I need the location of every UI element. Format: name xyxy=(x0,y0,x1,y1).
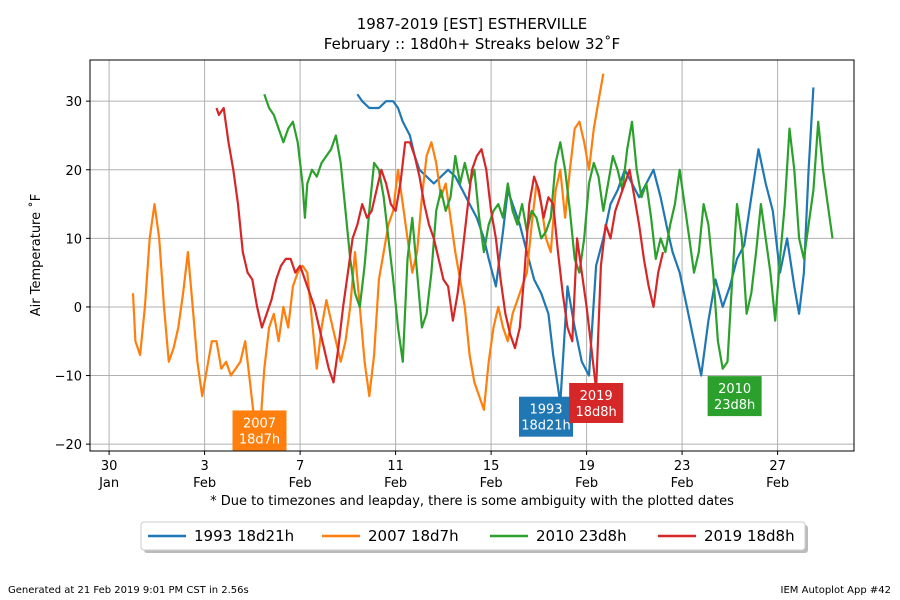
y-axis-label: Air Temperature ˚F xyxy=(28,194,44,316)
y-tick-label: 10 xyxy=(65,232,82,247)
x-tick-label-month: Feb xyxy=(289,476,312,491)
legend-entry-label: 2010 23d8h xyxy=(536,527,627,545)
x-tick-label-month: Feb xyxy=(193,476,216,491)
plot-frame xyxy=(89,59,855,452)
series-line-2010 xyxy=(263,93,834,370)
generated-footer: Generated at 21 Feb 2019 9:01 PM CST in … xyxy=(8,585,249,596)
x-tick-label-month: Feb xyxy=(671,476,694,491)
series-label-year: 1993 xyxy=(529,403,562,418)
x-tick-label: 7 xyxy=(296,459,304,474)
legend-entry-label: 2019 18d8h xyxy=(704,527,795,545)
y-tick-label: 30 xyxy=(65,95,82,110)
x-tick-label: 27 xyxy=(769,459,786,474)
series-label-duration: 18d8h xyxy=(575,405,616,420)
series-label-duration: 23d8h xyxy=(714,398,755,413)
series-label-year: 2010 xyxy=(718,382,751,397)
series-line-2007 xyxy=(131,73,605,439)
y-tick-label: −20 xyxy=(55,438,82,453)
app-id-footer: IEM Autoplot App #42 xyxy=(780,585,891,596)
x-tick-label: 15 xyxy=(483,459,500,474)
chart-title: 1987-2019 [EST] ESTHERVILLE xyxy=(357,15,588,33)
x-tick-label: 11 xyxy=(387,459,404,474)
series-label-duration: 18d21h xyxy=(521,419,571,434)
series-label-year: 2007 xyxy=(243,416,276,431)
x-tick-label: 3 xyxy=(200,459,208,474)
x-tick-label-month: Feb xyxy=(766,476,789,491)
series-label-year: 2019 xyxy=(580,389,613,404)
x-tick-label: 19 xyxy=(578,459,595,474)
x-tick-label-month: Jan xyxy=(98,476,119,491)
series-line-1993 xyxy=(356,87,815,405)
x-axis-ticks: 30 Jan 3 Feb 7 Feb 11 Feb 15 Feb 19 Feb 23 Feb 27 Feb xyxy=(98,451,789,491)
series-label-duration: 18d7h xyxy=(239,432,280,447)
series-lines xyxy=(131,73,834,439)
date-ambiguity-note: * Due to timezones and leapday, there is… xyxy=(210,494,734,509)
series-line-2019 xyxy=(215,106,665,391)
y-tick-label: 20 xyxy=(65,164,82,179)
y-tick-label: −10 xyxy=(55,370,82,385)
chart-subtitle: February :: 18d0h+ Streaks below 32˚F xyxy=(324,35,620,53)
x-tick-label-month: Feb xyxy=(480,476,503,491)
x-tick-label-month: Feb xyxy=(575,476,598,491)
x-tick-label-month: Feb xyxy=(384,476,407,491)
y-axis-ticks: −20 −10 0 10 20 30 xyxy=(55,95,90,453)
x-tick-label: 23 xyxy=(674,459,691,474)
legend: 1993 18d21h 2007 18d7h 2010 23d8h 2019 18d8… xyxy=(140,521,808,553)
x-tick-label: 30 xyxy=(101,459,118,474)
legend-entry-label: 1993 18d21h xyxy=(194,527,294,545)
legend-entry-label: 2007 18d7h xyxy=(368,527,459,545)
y-tick-label: 0 xyxy=(74,301,82,316)
